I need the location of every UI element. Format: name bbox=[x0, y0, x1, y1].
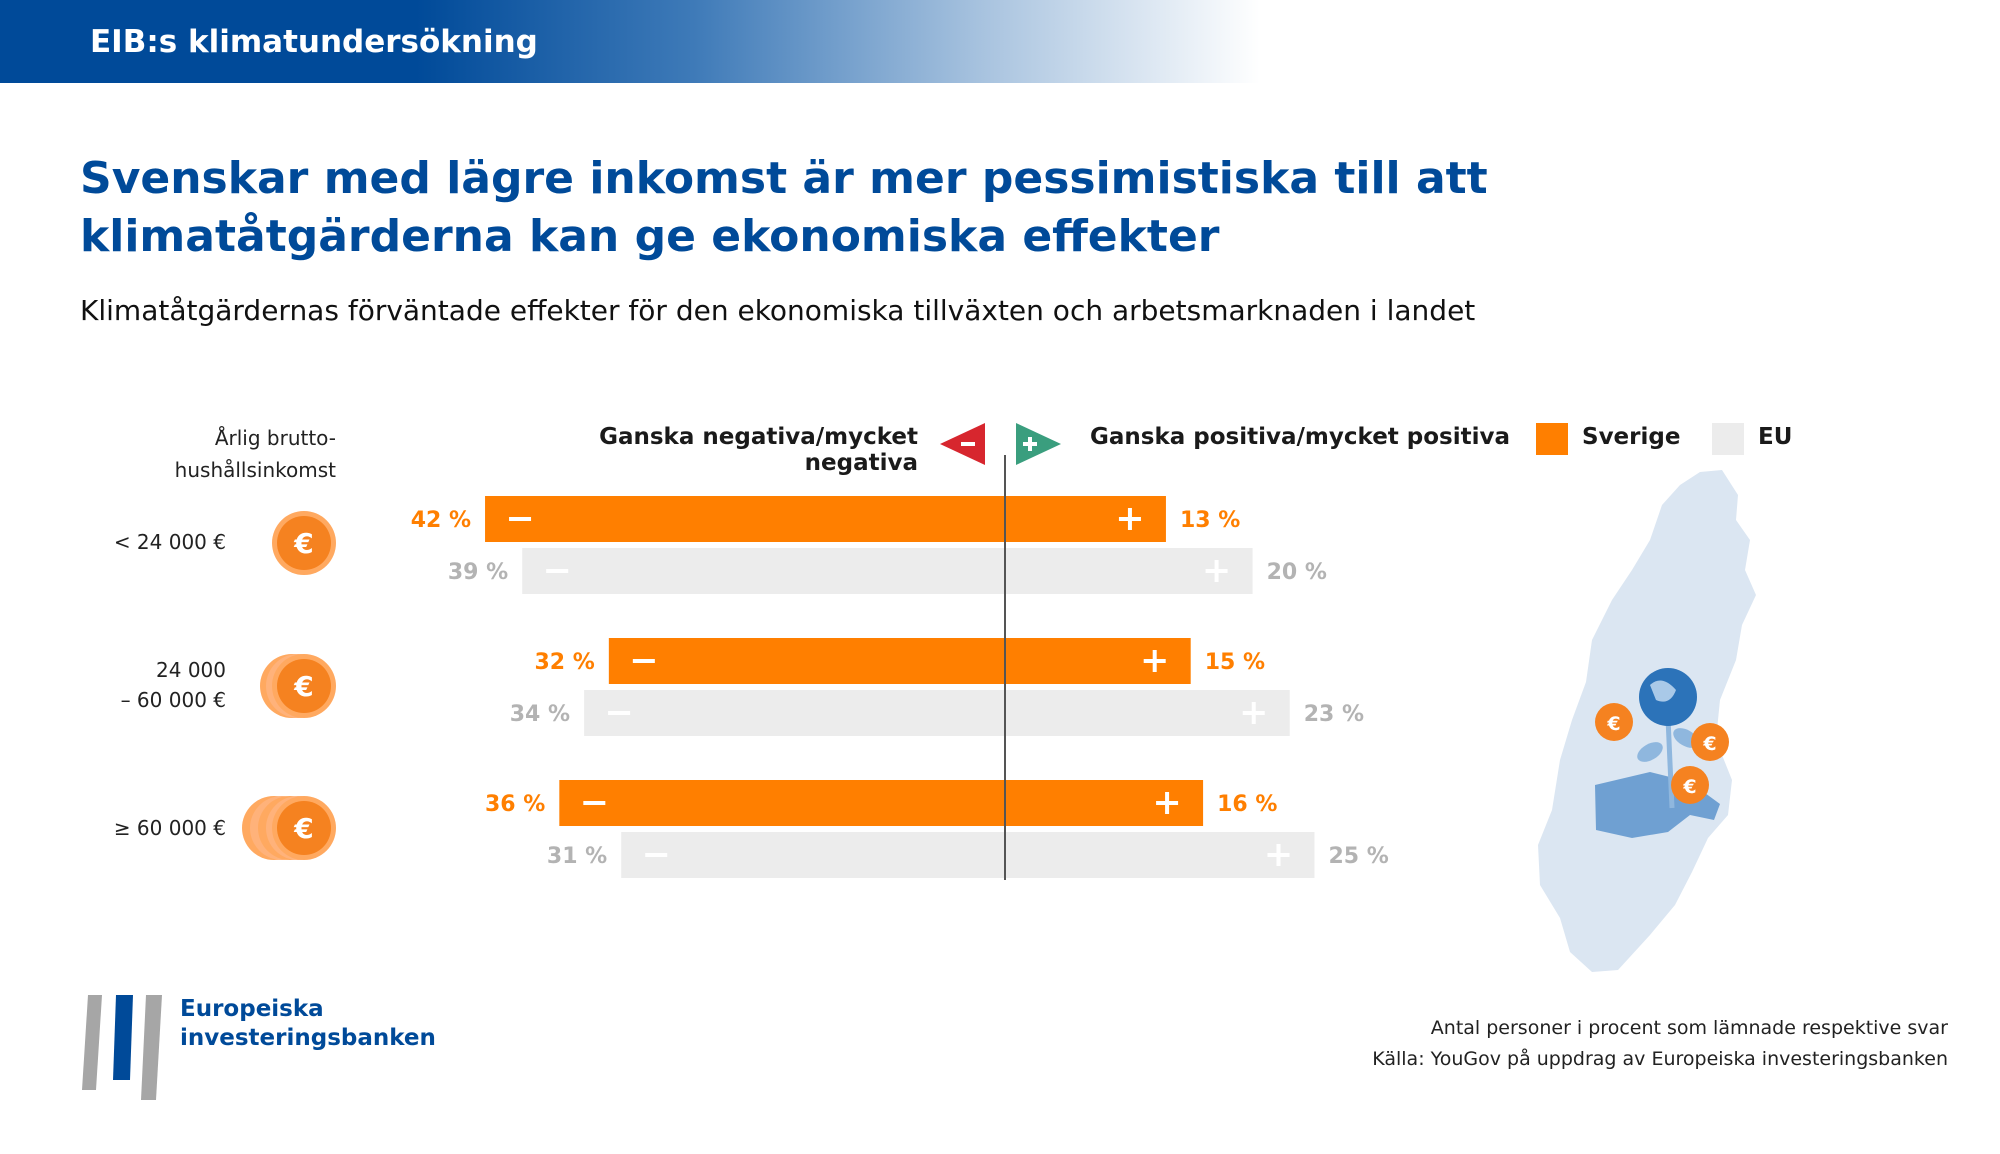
bar-sverige-negative-1 bbox=[608, 638, 1005, 684]
bar-eu-positive-1 bbox=[1005, 690, 1290, 736]
label-eu-positive-0: 20 % bbox=[1267, 560, 1327, 585]
positive-header: Ganska positiva/mycket positiva bbox=[1090, 424, 1511, 450]
bar-eu-negative-0 bbox=[522, 548, 1005, 594]
bar-eu-plus-icon-v-1 bbox=[1251, 702, 1256, 724]
bars-layer: 42 % 13 % 32 % 15 % 36 % 16 % 39 % 20 % 34 % 23 %… bbox=[411, 496, 1389, 878]
label-sverige-negative-1: 32 % bbox=[535, 650, 595, 675]
euro-coin-icon-3 bbox=[1671, 766, 1709, 804]
label-eu-negative-1: 34 % bbox=[510, 702, 570, 727]
svg-text:€: € bbox=[1682, 776, 1696, 798]
chart-subtitle: Klimatåtgärdernas förväntade effekter fö… bbox=[80, 294, 1476, 327]
positive-arrow-icon bbox=[1016, 423, 1061, 465]
label-sverige-positive-1: 15 % bbox=[1205, 650, 1265, 675]
bar-sverige-plus-icon-v-2 bbox=[1165, 792, 1170, 814]
bar-sverige-minus-icon-0 bbox=[509, 517, 532, 521]
bar-sverige-minus-icon-1 bbox=[632, 659, 655, 663]
label-eu-negative-0: 39 % bbox=[448, 560, 508, 585]
label-sverige-positive-0: 13 % bbox=[1180, 508, 1240, 533]
bar-sverige-plus-icon-v-1 bbox=[1152, 650, 1157, 672]
bar-sverige-minus-icon-2 bbox=[583, 801, 606, 805]
logo-line-2: investeringsbanken bbox=[180, 1025, 436, 1051]
legend-label-sverige: Sverige bbox=[1582, 424, 1681, 450]
svg-text:€: € bbox=[293, 812, 313, 845]
bar-eu-plus-icon-v-2 bbox=[1276, 844, 1281, 866]
bar-sverige-negative-2 bbox=[559, 780, 1005, 826]
header-bar: EIB:s klimatundersökning bbox=[0, 0, 1260, 83]
eib-logo-icon bbox=[82, 995, 162, 1100]
title-line-1: Svenskar med lägre inkomst är mer pessim… bbox=[80, 153, 1488, 204]
income-label-low-text: < 24 000 € bbox=[113, 530, 226, 554]
sweden-map-illustration: € € € bbox=[1538, 470, 1756, 972]
bar-eu-negative-2 bbox=[621, 832, 1005, 878]
minus-icon bbox=[961, 442, 975, 446]
bar-eu-minus-icon-2 bbox=[645, 853, 668, 857]
bar-eu-negative-1 bbox=[584, 690, 1005, 736]
label-eu-positive-2: 25 % bbox=[1329, 844, 1389, 869]
coin-stack-icon-2: € bbox=[260, 654, 336, 718]
bar-sverige-positive-0 bbox=[1005, 496, 1166, 542]
income-label-high: ≥ 60 000 € bbox=[100, 813, 226, 843]
label-sverige-negative-2: 36 % bbox=[485, 792, 545, 817]
label-eu-positive-1: 23 % bbox=[1304, 702, 1364, 727]
legend-swatch-eu bbox=[1712, 423, 1744, 455]
euro-coin-icon-2 bbox=[1691, 723, 1729, 761]
bar-sverige-negative-0 bbox=[485, 496, 1005, 542]
svg-text:€: € bbox=[1606, 713, 1620, 735]
page-title: Svenskar med lägre inkomst är mer pessim… bbox=[80, 150, 1580, 266]
income-header-line-2: hushållsinkomst bbox=[174, 458, 336, 482]
svg-text:€: € bbox=[1702, 733, 1716, 755]
bar-eu-plus-icon-v-0 bbox=[1214, 560, 1219, 582]
label-sverige-positive-2: 16 % bbox=[1217, 792, 1277, 817]
svg-text:€: € bbox=[293, 670, 313, 703]
income-label-mid-line-2: – 60 000 € bbox=[120, 688, 226, 712]
label-sverige-negative-0: 42 % bbox=[411, 508, 471, 533]
plus-icon-stem bbox=[1028, 437, 1032, 451]
income-label-mid-line-1: 24 000 bbox=[156, 658, 226, 682]
footnote-source: Källa: YouGov på uppdrag av Europeiska i… bbox=[1372, 1048, 1948, 1070]
coin-stack-icon-1: € bbox=[272, 511, 336, 575]
bar-eu-minus-icon-1 bbox=[608, 711, 631, 715]
income-label-high-text: ≥ 60 000 € bbox=[113, 816, 226, 840]
income-label-low: < 24 000 € bbox=[100, 527, 226, 557]
income-header-line-1: Årlig brutto- bbox=[214, 426, 336, 450]
header-title: EIB:s klimatundersökning bbox=[90, 24, 538, 60]
euro-coin-icon bbox=[1595, 703, 1633, 741]
title-line-2: klimatåtgärderna kan ge ekonomiska effek… bbox=[80, 211, 1220, 262]
income-axis-header: Årlig brutto- hushållsinkomst bbox=[140, 422, 336, 486]
footnote-description: Antal personer i procent som lämnade res… bbox=[1430, 1017, 1948, 1039]
bar-eu-positive-2 bbox=[1005, 832, 1315, 878]
label-eu-negative-2: 31 % bbox=[547, 844, 607, 869]
income-label-mid: 24 000 – 60 000 € bbox=[100, 655, 226, 715]
legend-label-eu: EU bbox=[1758, 424, 1793, 450]
bar-sverige-plus-icon-v-0 bbox=[1127, 508, 1132, 530]
svg-text:€: € bbox=[293, 527, 313, 560]
negative-header: Ganska negativa/mycket negativa bbox=[599, 424, 918, 476]
bar-eu-minus-icon-0 bbox=[546, 569, 569, 573]
eib-logo-text: Europeiska investeringsbanken bbox=[180, 995, 436, 1053]
coin-stack-icon-3: € bbox=[242, 796, 336, 860]
legend-swatch-sverige bbox=[1536, 423, 1568, 455]
logo-line-1: Europeiska bbox=[180, 996, 324, 1022]
